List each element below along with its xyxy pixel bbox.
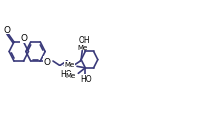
Text: O: O bbox=[4, 26, 11, 35]
Text: Me: Me bbox=[59, 67, 69, 73]
Text: HO: HO bbox=[81, 75, 92, 84]
Text: O: O bbox=[44, 57, 51, 66]
Text: HO: HO bbox=[61, 69, 72, 78]
Text: Me: Me bbox=[66, 73, 76, 79]
Text: Me: Me bbox=[77, 45, 88, 51]
Text: Me: Me bbox=[64, 62, 74, 68]
Text: OH: OH bbox=[78, 36, 90, 45]
Text: O: O bbox=[20, 34, 27, 43]
